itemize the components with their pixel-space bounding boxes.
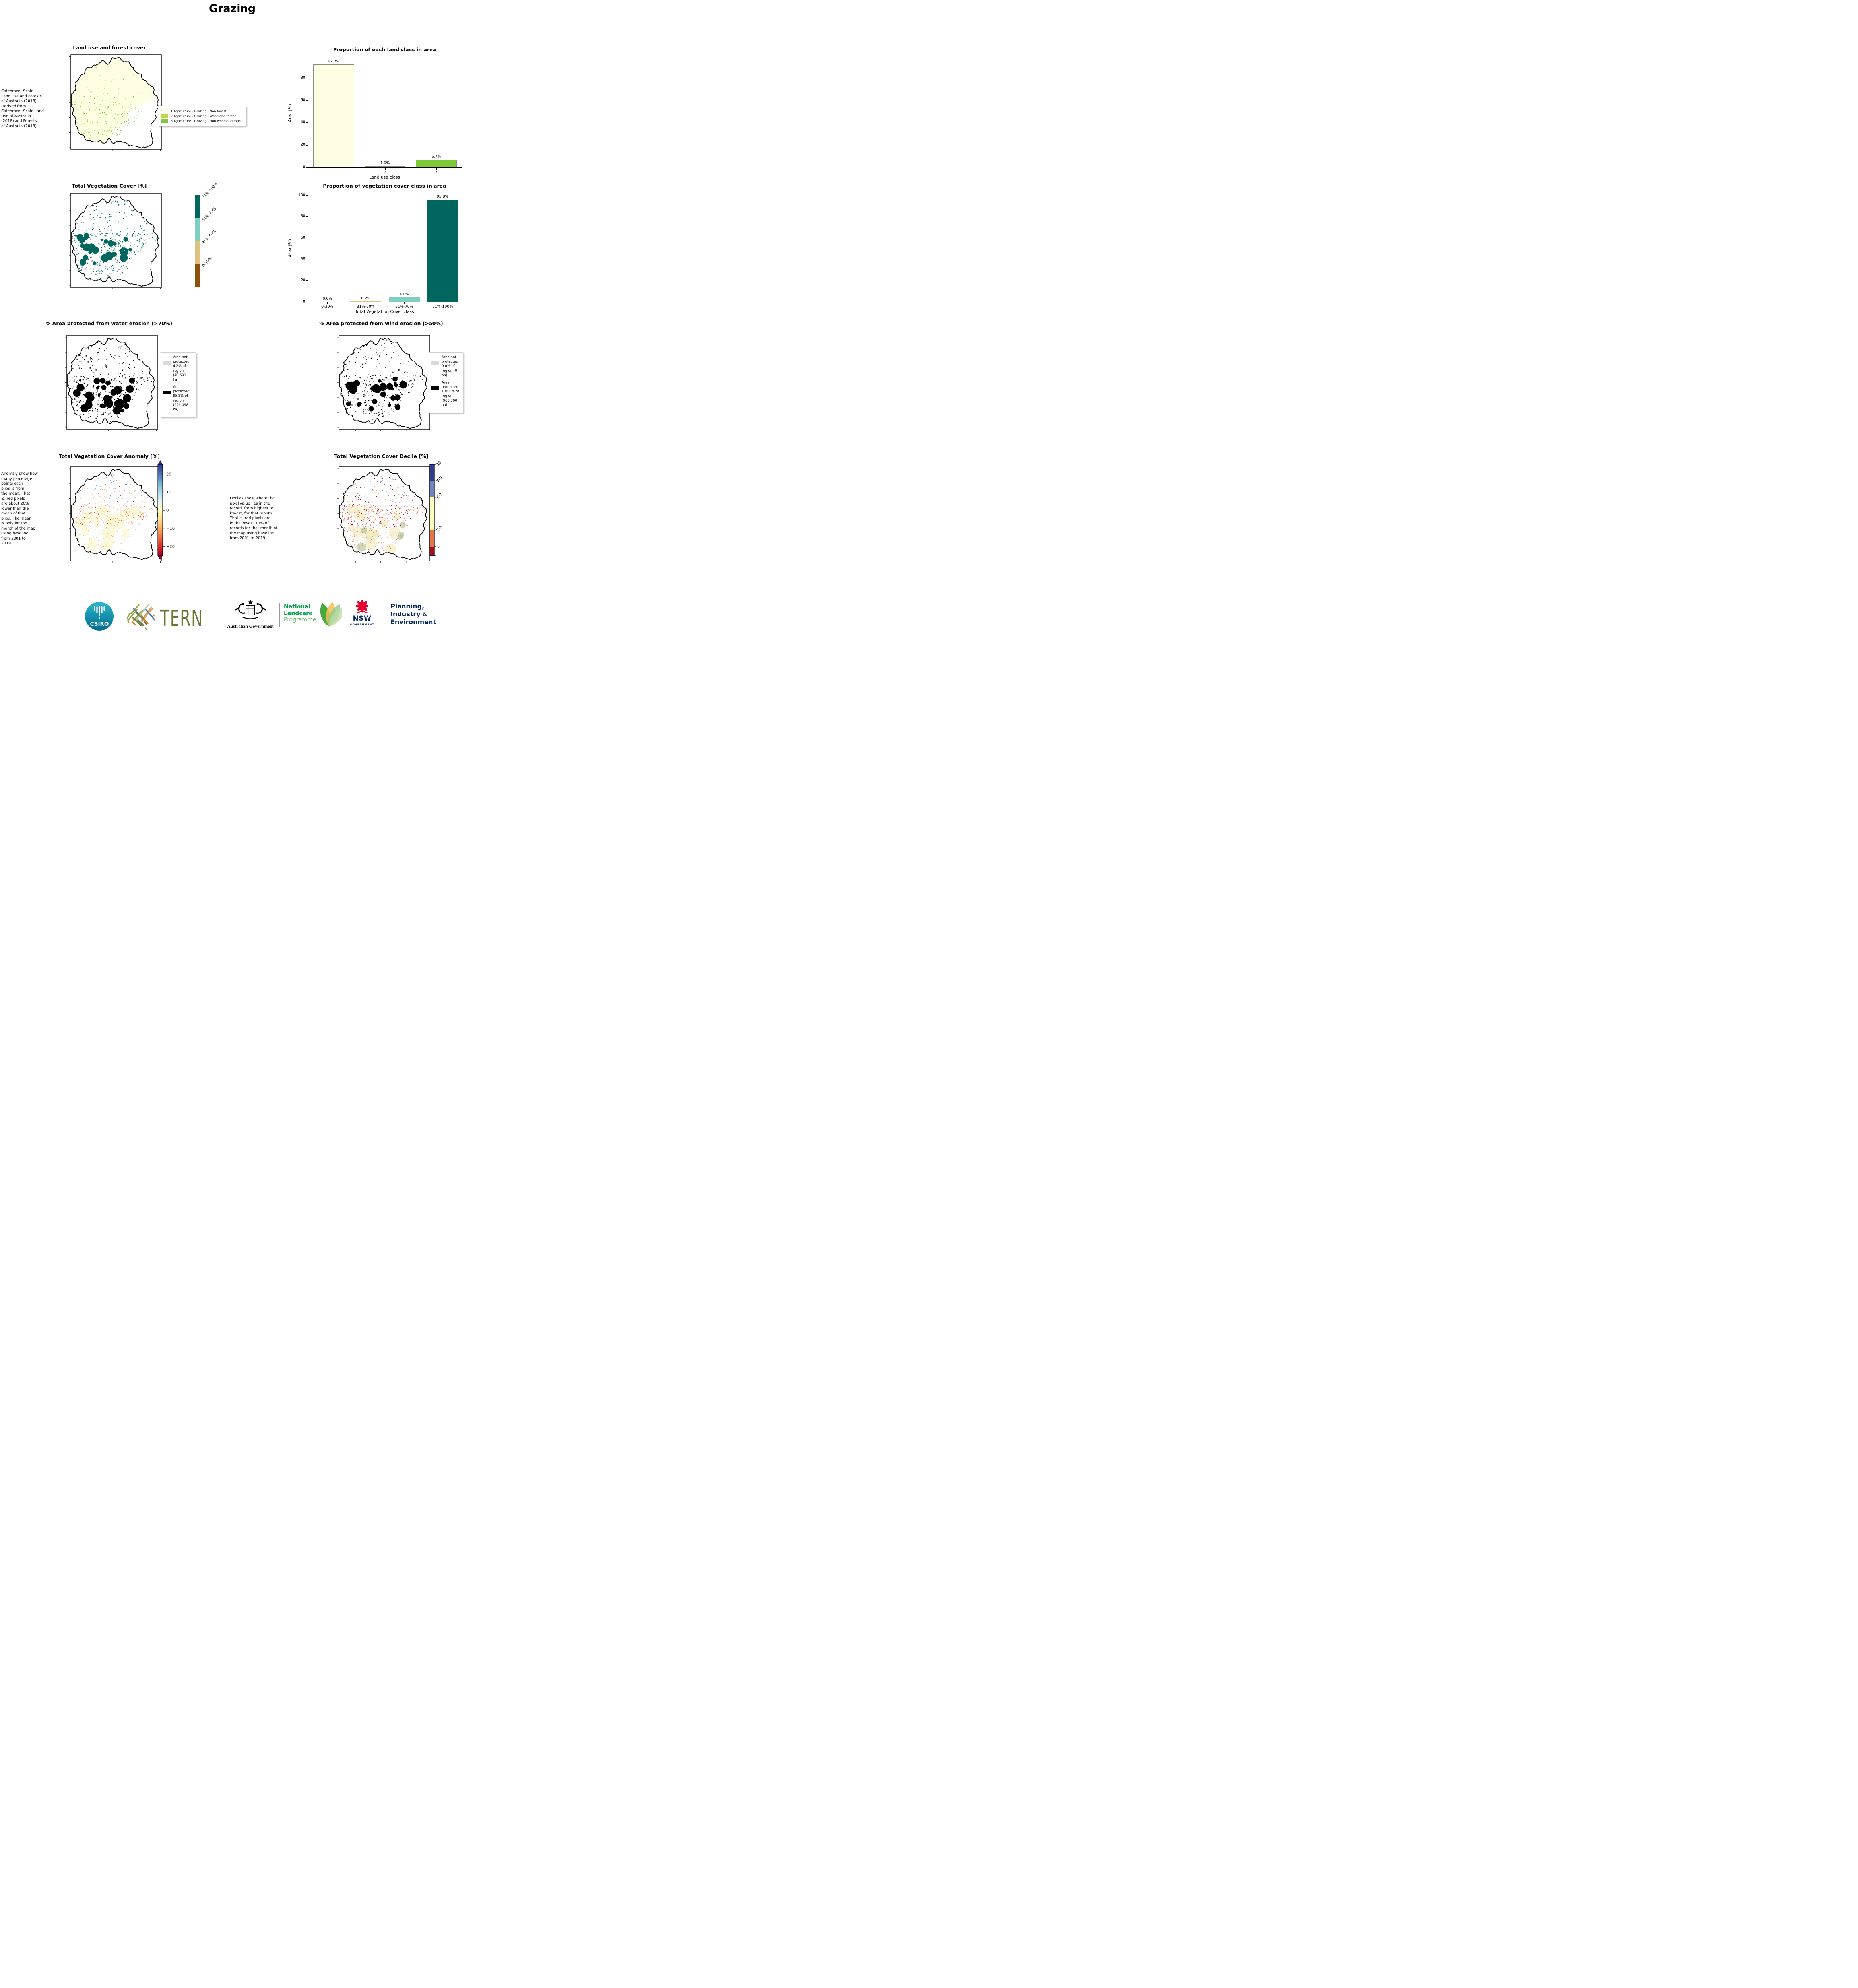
csiro-logo: CSIRO: [84, 601, 114, 633]
map-wind-erosion-title: % Area protected from wind erosion (>50%…: [319, 320, 443, 326]
land-class-2-swatch: [161, 114, 168, 118]
map-wind-erosion: [336, 332, 433, 435]
bar-value-label: 95.8%: [436, 194, 449, 199]
map-land-use-title: Land use and forest cover: [73, 45, 146, 50]
australian-government-label: Australian Government: [227, 624, 274, 629]
map-decile-title: Total Vegetation Cover Decile [%]: [334, 453, 429, 459]
footer-divider: [279, 603, 280, 627]
map-veg-cover: [68, 190, 165, 293]
not-protected-swatch: [431, 361, 439, 365]
colorbar-segment: [195, 195, 200, 218]
land-class-3-swatch: [161, 119, 168, 123]
protected-swatch: [163, 391, 171, 395]
colorbar-segment: [195, 241, 200, 264]
caption-decile: Deciles show where the pixel value lies …: [230, 496, 277, 541]
colorbar-anomaly: 20 10 0 −10 −20: [157, 460, 185, 561]
map-veg-cover-title: Total Vegetation Cover [%]: [72, 183, 147, 189]
bar-value-label: 92.3%: [328, 59, 340, 64]
planning-industry-environment-label: Planning, Industry & Environment: [390, 602, 436, 626]
map-land-use: [68, 52, 165, 154]
svg-text:10: 10: [166, 490, 171, 495]
bar-1: [313, 64, 355, 167]
legend-land-use: 1 Agriculture - Grazing - Non forest 2 A…: [158, 106, 246, 126]
map-water-erosion-title: % Area protected from water erosion (>70…: [45, 320, 173, 326]
map-water-erosion: [64, 332, 161, 435]
svg-text:TERN: TERN: [160, 606, 203, 632]
svg-text:2-3: 2-3: [436, 525, 443, 532]
svg-text:−10: −10: [166, 526, 175, 531]
land-class-1-swatch: [161, 109, 168, 113]
chart-land-class-title: Proportion of each land class in area: [333, 47, 436, 52]
bar-31%-50%: [350, 301, 381, 302]
legend-wind-erosion: Area not protected 0.0% of region (0 ha)…: [429, 352, 464, 413]
legend-item: Area not protected 0.0% of region (0 ha): [431, 355, 460, 378]
caption-land-use-source: Catchment Scale Land Use and Forests of …: [1, 89, 44, 128]
bar-2: [364, 166, 406, 167]
not-protected-swatch: [163, 361, 171, 365]
bar-51%-70%: [389, 297, 420, 302]
bar-value-label: 0.2%: [361, 296, 370, 301]
legend-item: 2 Agriculture - Grazing - Woodland fores…: [161, 114, 243, 118]
chart-land-class-xlabel: Land use class: [369, 175, 400, 180]
map-decile: [336, 463, 433, 566]
colorbar-decile: 10 8-9 4-7 2-3 1: [429, 460, 459, 562]
chart-veg-cover-ylabel: Area (%): [288, 239, 293, 257]
colorbar-label: 51%-70%: [201, 206, 217, 222]
legend-item: 3 Agriculture - Grazing - Non-woodland f…: [161, 119, 243, 123]
caption-anomaly: Anomaly show how many percetage points e…: [1, 472, 38, 546]
bar-value-label: 4.0%: [400, 292, 409, 297]
chart-land-class-ylabel: Area (%): [288, 104, 293, 122]
svg-text:1: 1: [436, 544, 440, 549]
bar-value-label: 1.0%: [380, 161, 390, 166]
colorbar-label: 71%-100%: [201, 182, 219, 200]
legend-water-erosion: Area not protected 4.2% of region (40,60…: [160, 352, 196, 418]
colorbar-segment: [195, 218, 200, 241]
svg-text:4-7: 4-7: [436, 492, 443, 500]
svg-text:10: 10: [436, 460, 442, 467]
colorbar-label: 31%-50%: [201, 229, 217, 245]
svg-text:CSIRO: CSIRO: [90, 621, 109, 627]
chart-veg-cover-title: Proportion of vegetation cover class in …: [323, 183, 446, 189]
chart-veg-cover: 0 20 40 60 80 100 0.0% 0-30% 0.2% 31%-50% 4.0% 51%-…: [298, 193, 462, 309]
page-title: Grazing: [209, 2, 256, 15]
colorbar-label: 0-30%: [201, 256, 213, 268]
chart-veg-cover-xlabel: Total Vegetation Cover class: [355, 309, 414, 314]
svg-text:20: 20: [166, 472, 171, 476]
svg-text:−20: −20: [166, 545, 175, 549]
colorbar-segment: [195, 264, 200, 287]
colorbar-veg-cover: 71%-100% 51%-70% 31%-50% 0-30%: [195, 182, 219, 287]
tern-logo: TERN: [122, 601, 208, 634]
svg-text:8-9: 8-9: [436, 476, 443, 483]
map-anomaly-title: Total Vegetation Cover Anomaly [%]: [58, 453, 160, 459]
landcare-leaves-icon: [316, 599, 345, 630]
map-anomaly: [68, 463, 165, 566]
chart-land-class: 0 20 40 60 80 92.3% 1 1.0% 2 6.7% 3: [301, 59, 462, 175]
report-page: Grazing Catchment Scale Land Use and For…: [0, 0, 465, 635]
bar-71%-100%: [427, 200, 458, 302]
national-landcare-programme-label: National Landcare Programme: [284, 604, 316, 623]
svg-text:0: 0: [166, 509, 169, 513]
bar-value-label: 6.7%: [431, 155, 441, 159]
bar-3: [415, 160, 457, 167]
nsw-waratah-icon: [353, 599, 371, 616]
legend-item: 1 Agriculture - Grazing - Non forest: [161, 109, 243, 113]
protected-swatch: [431, 386, 439, 390]
legend-item: Area protected 95.8% of region (926,098 …: [163, 385, 193, 412]
legend-item: Area protected 100.0% of region (966,700…: [431, 381, 460, 408]
bar-value-label: 0.0%: [322, 297, 332, 301]
legend-item: Area not protected 4.2% of region (40,60…: [163, 355, 193, 382]
australian-government-crest-icon: [223, 599, 278, 625]
